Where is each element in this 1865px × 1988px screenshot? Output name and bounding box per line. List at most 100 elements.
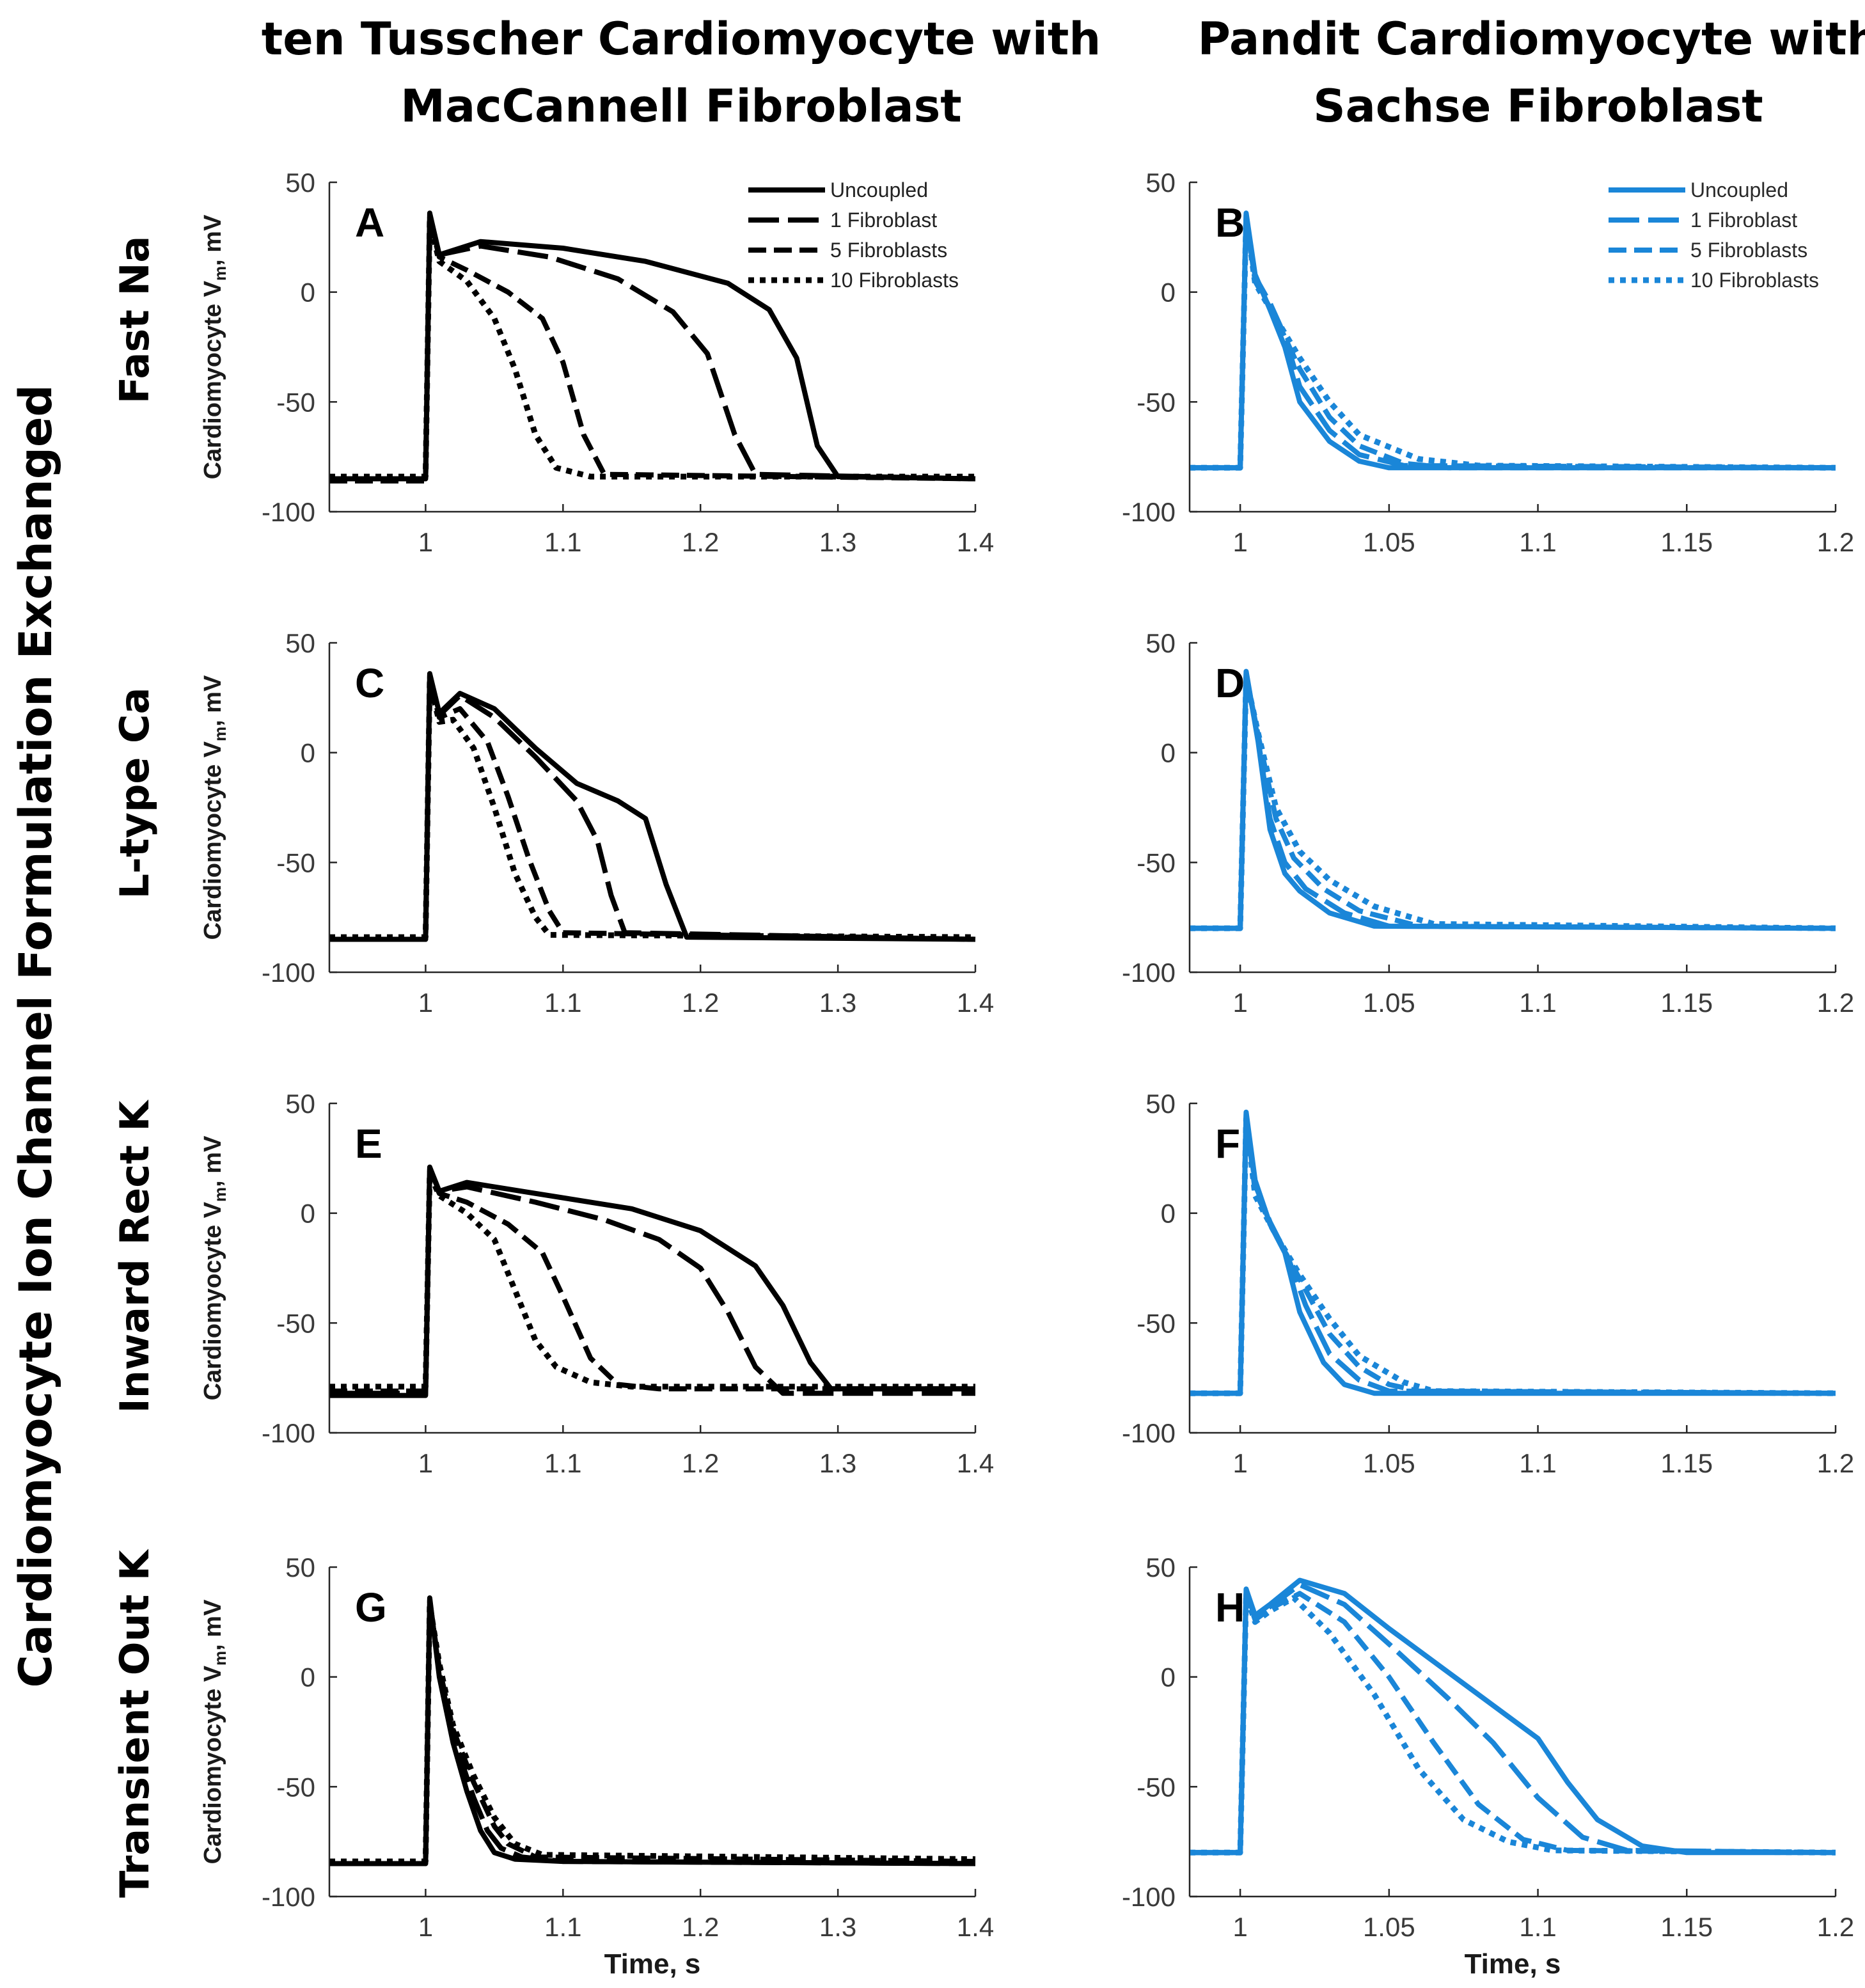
panel-g-ytick-label: 0	[301, 1662, 315, 1692]
panel-a: 50 0 -50 -100 1 1.1 1.2 1.3 1.4 Cardiomyocyte Vm,…	[200, 168, 994, 557]
panel-a-series-10-fibroblasts	[330, 219, 975, 480]
panel-b: 50 0 -50 -100 1 1.05 1.1 1.15 1.2 B Uncoupled 1 Fib…	[1122, 168, 1854, 557]
panel-c-xtick-label: 1.4	[957, 988, 994, 1018]
side-title: Cardiomyocyte Ion Channel Formulation Ex…	[10, 384, 62, 1687]
panel-d-series-5-fibroblasts	[1190, 673, 1836, 931]
panel-a-ylabel-unit: , mV	[200, 214, 226, 266]
panel-e-ytick-label: -100	[262, 1418, 315, 1448]
panel-e-xtick-label: 1.1	[544, 1448, 581, 1478]
panel-e-ylabel: Cardiomyocyte Vm, mV	[200, 1135, 230, 1400]
panel-e-xtick-label: 1	[418, 1448, 433, 1478]
panel-b-xtick-label: 1.05	[1363, 527, 1415, 557]
panel-a-legend-label: Uncoupled	[830, 178, 928, 201]
panel-h-plot-area	[1190, 1567, 1836, 1897]
row-title-l-type-ca: L-type Ca	[111, 688, 158, 899]
panel-h-ytick-label: 0	[1161, 1662, 1176, 1692]
panel-g-xtick-label: 1	[418, 1912, 433, 1942]
panel-f-series-5-fibroblasts	[1190, 1114, 1836, 1396]
panel-b-legend-label: 10 Fibroblasts	[1690, 269, 1819, 292]
panel-a-xtick-label: 1.4	[957, 527, 994, 557]
panel-c-ylabel-main: Cardiomyocyte V	[200, 741, 226, 940]
panel-b-legend-label: 1 Fibroblast	[1690, 209, 1797, 232]
panel-a-xtick-label: 1	[418, 527, 433, 557]
panel-b-ytick-label: -50	[1137, 387, 1176, 417]
panel-g-ytick-label: -100	[262, 1882, 315, 1912]
panel-g-xlabel: Time, s	[604, 1948, 701, 1980]
panel-h-ytick-label: -100	[1122, 1882, 1176, 1912]
panel-c: 50 0 -50 -100 1 1.1 1.2 1.3 1.4 Cardiomyocyte Vm,…	[200, 628, 994, 1018]
panel-b-xtick-label: 1.1	[1519, 527, 1556, 557]
panel-b-letter: B	[1215, 200, 1245, 246]
panel-h-series-uncoupled	[1190, 1577, 1836, 1856]
panel-c-xtick-label: 1.2	[682, 988, 719, 1018]
panel-h-letter: H	[1215, 1584, 1245, 1630]
panel-c-ytick-label: -100	[262, 958, 315, 988]
panel-a-ylabel-main: Cardiomyocyte V	[200, 280, 226, 479]
panel-h-xlabel: Time, s	[1465, 1948, 1561, 1980]
panel-b-series-5-fibroblasts	[1190, 214, 1836, 471]
panel-d-series-10-fibroblasts	[1190, 675, 1836, 931]
panel-h-ytick-label: -50	[1137, 1772, 1176, 1802]
panel-g-ylabel-main: Cardiomyocyte V	[200, 1665, 226, 1864]
panel-a-series-1-fibroblast	[330, 214, 976, 482]
panel-b-xtick-label: 1.15	[1660, 527, 1713, 557]
panel-c-ylabel-unit: , mV	[200, 675, 226, 727]
panel-e-series-10-fibroblasts	[330, 1171, 975, 1390]
panel-f-ytick-label: -100	[1122, 1418, 1176, 1448]
panel-a-ytick-label: -100	[262, 497, 315, 527]
panel-h-xtick-label: 1.15	[1660, 1912, 1713, 1942]
panel-b-legend-label: 5 Fibroblasts	[1690, 239, 1807, 262]
panel-f-ytick-label: 0	[1161, 1199, 1176, 1229]
panel-c-ytick-label: 0	[301, 738, 315, 768]
panel-d-xtick-label: 1	[1232, 988, 1247, 1018]
panel-h-xtick-label: 1.2	[1817, 1912, 1854, 1942]
panel-d-xtick-label: 1.1	[1519, 988, 1556, 1018]
panel-c-xtick-label: 1.3	[819, 988, 856, 1018]
panel-g-xtick-label: 1.1	[544, 1912, 581, 1942]
panel-d-series-1-fibroblast	[1190, 671, 1836, 931]
panel-a-xtick-label: 1.2	[682, 527, 719, 557]
panel-f-xtick-label: 1.15	[1660, 1448, 1713, 1478]
panel-g-ylabel-unit: , mV	[200, 1599, 226, 1651]
panel-b-ytick-label: -100	[1122, 497, 1176, 527]
row-title-transient-out-k: Transient Out K	[111, 1549, 158, 1898]
panel-a-letter: A	[355, 200, 384, 246]
panel-a-ytick-label: -50	[276, 387, 315, 417]
panel-c-letter: C	[355, 660, 384, 706]
panel-c-ylabel-sub: m	[210, 727, 230, 741]
panel-c-ylabel: Cardiomyocyte Vm, mV	[200, 675, 230, 940]
panel-h-series-10-fibroblasts	[1190, 1593, 1836, 1856]
panel-d-ytick-label: -50	[1137, 848, 1176, 878]
panel-e-xtick-label: 1.4	[957, 1448, 994, 1478]
panel-h: 50 0 -50 -100 1 1.05 1.1 1.15 1.2 Time, s H	[1122, 1552, 1854, 1980]
panel-e-ylabel-unit: , mV	[200, 1135, 226, 1187]
panel-f: 50 0 -50 -100 1 1.05 1.1 1.15 1.2 F	[1122, 1089, 1854, 1478]
panel-f-xtick-label: 1.2	[1817, 1448, 1854, 1478]
panel-d-xtick-label: 1.2	[1817, 988, 1854, 1018]
panel-h-xtick-label: 1	[1232, 1912, 1247, 1942]
panel-c-xtick-label: 1	[418, 988, 433, 1018]
panel-d-letter: D	[1215, 660, 1245, 706]
panel-h-xtick-label: 1.1	[1519, 1912, 1556, 1942]
panel-b-ytick-label: 50	[1145, 168, 1176, 198]
panel-e-ytick-label: -50	[276, 1308, 315, 1338]
panel-a-legend-label: 5 Fibroblasts	[830, 239, 947, 262]
column-title-right-line1: Pandit Cardiomyocyte with	[1198, 13, 1865, 65]
panel-f-xtick-label: 1.05	[1363, 1448, 1415, 1478]
panel-c-ytick-label: 50	[285, 628, 315, 658]
panel-g-ylabel: Cardiomyocyte Vm, mV	[200, 1599, 230, 1864]
panel-a-ytick-label: 50	[285, 168, 315, 198]
panel-e-ytick-label: 0	[301, 1199, 315, 1229]
panel-g: 50 0 -50 -100 1 1.1 1.2 1.3 1.4 Cardiomyocyte Vm,…	[200, 1552, 994, 1980]
panel-f-letter: F	[1215, 1121, 1240, 1167]
panel-d-series-uncoupled	[1190, 668, 1836, 931]
panel-a-ylabel: Cardiomyocyte Vm, mV	[200, 214, 230, 479]
panel-f-xtick-label: 1	[1232, 1448, 1247, 1478]
panel-b-ytick-label: 0	[1161, 278, 1176, 308]
panel-d-xtick-label: 1.15	[1660, 988, 1713, 1018]
panel-f-ytick-label: -50	[1137, 1308, 1176, 1338]
panel-a-ylabel-sub: m	[210, 266, 230, 281]
panel-f-series-10-fibroblasts	[1190, 1116, 1836, 1396]
